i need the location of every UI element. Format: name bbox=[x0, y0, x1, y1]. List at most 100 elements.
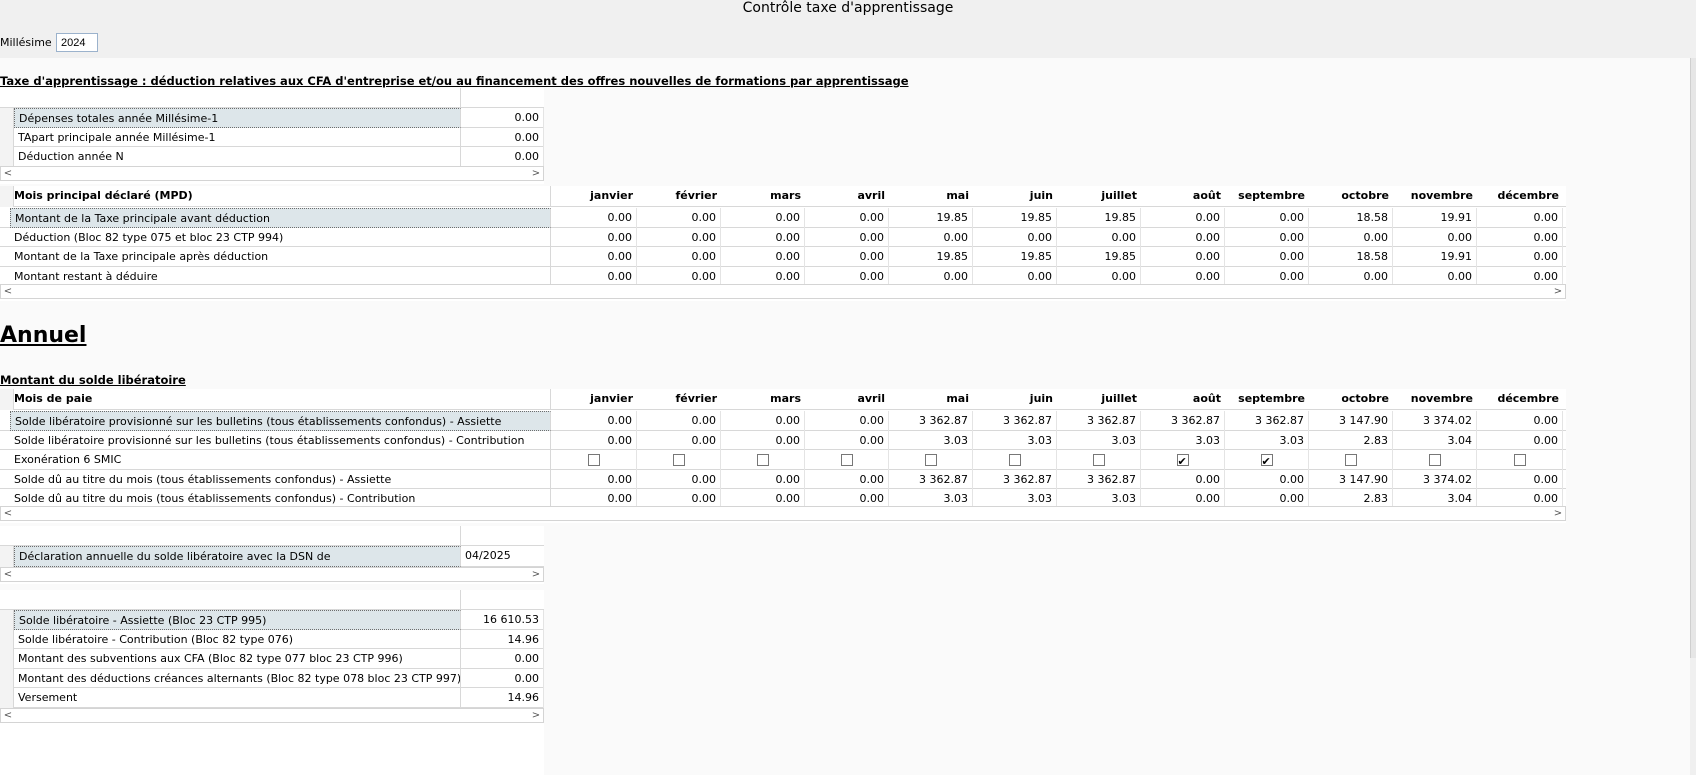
mpd-table-value-cell[interactable]: 0.00 bbox=[551, 266, 637, 286]
solde-table-value-cell[interactable]: 0.00 bbox=[637, 411, 721, 431]
solde-table-value-cell[interactable]: 0.00 bbox=[805, 489, 889, 509]
exoneration-checkbox-cell[interactable] bbox=[551, 450, 637, 470]
solde-table-row[interactable]: Exonération 6 SMIC bbox=[0, 450, 1566, 470]
mpd-table-value-cell[interactable]: 19.85 bbox=[973, 247, 1057, 267]
mpd-table-value-cell[interactable]: 0.00 bbox=[889, 266, 973, 286]
mpd-table-value-cell[interactable]: 0.00 bbox=[637, 247, 721, 267]
millesime-input[interactable] bbox=[56, 33, 98, 52]
mpd-table-hscrollbar[interactable]: < > bbox=[0, 284, 1566, 299]
exoneration-checkbox-cell[interactable] bbox=[1477, 450, 1563, 470]
summary-row[interactable]: Montant des déductions créances alternan… bbox=[0, 668, 544, 690]
mpd-table-value-cell[interactable]: 0.00 bbox=[1393, 227, 1477, 247]
solde-table-value-cell[interactable]: 3 362.87 bbox=[1141, 411, 1225, 431]
mpd-table-value-cell[interactable]: 0.00 bbox=[1225, 266, 1309, 286]
mpd-table-value-cell[interactable]: 0.00 bbox=[889, 227, 973, 247]
mpd-table-value-cell[interactable]: 0.00 bbox=[637, 227, 721, 247]
solde-table-value-cell[interactable]: 3 374.02 bbox=[1393, 469, 1477, 489]
solde-table-value-cell[interactable]: 3.03 bbox=[1141, 430, 1225, 450]
mpd-table-row[interactable]: Montant restant à déduire 0.00 0.00 0.00 0.0… bbox=[0, 266, 1566, 286]
solde-table-value-cell[interactable]: 3.04 bbox=[1393, 489, 1477, 509]
solde-table-value-cell[interactable]: 3.03 bbox=[889, 430, 973, 450]
solde-table-value-cell[interactable]: 3 362.87 bbox=[973, 411, 1057, 431]
chevron-right-icon[interactable]: > bbox=[531, 168, 541, 179]
mpd-table-value-cell[interactable]: 18.58 bbox=[1309, 247, 1393, 267]
chevron-left-icon[interactable]: < bbox=[3, 710, 13, 721]
declaration-row[interactable]: Déclaration annuelle du solde libératoir… bbox=[0, 546, 544, 567]
mpd-table-value-cell[interactable]: 0.00 bbox=[637, 266, 721, 286]
summary-grid-2-hscrollbar[interactable]: < > bbox=[0, 708, 544, 723]
solde-table-value-cell[interactable]: 3.03 bbox=[889, 489, 973, 509]
mpd-table-value-cell[interactable]: 0.00 bbox=[551, 247, 637, 267]
solde-table-value-cell[interactable]: 0.00 bbox=[637, 430, 721, 450]
solde-table-value-cell[interactable]: 3 362.87 bbox=[1225, 411, 1309, 431]
mpd-table-value-cell[interactable]: 0.00 bbox=[551, 208, 637, 228]
exoneration-checkbox[interactable] bbox=[1092, 454, 1105, 466]
mpd-table-row[interactable]: Montant de la Taxe principale après dédu… bbox=[0, 247, 1566, 267]
solde-table-value-cell[interactable]: 0.00 bbox=[551, 430, 637, 450]
mpd-table-value-cell[interactable]: 0.00 bbox=[1225, 208, 1309, 228]
exoneration-checkbox[interactable] bbox=[672, 454, 685, 466]
solde-table-value-cell[interactable]: 0.00 bbox=[1141, 469, 1225, 489]
solde-table-value-cell[interactable]: 3.03 bbox=[1225, 430, 1309, 450]
mpd-table-value-cell[interactable]: 0.00 bbox=[805, 208, 889, 228]
mpd-table-value-cell[interactable]: 0.00 bbox=[1057, 266, 1141, 286]
mpd-table-value-cell[interactable]: 0.00 bbox=[973, 227, 1057, 247]
mpd-table-value-cell[interactable]: 19.91 bbox=[1393, 247, 1477, 267]
mpd-table-row[interactable]: Montant de la Taxe principale avant dédu… bbox=[0, 208, 1566, 228]
vertical-scrollbar[interactable] bbox=[1690, 58, 1696, 658]
exoneration-checkbox-cell[interactable] bbox=[1225, 450, 1309, 470]
mpd-table-value-cell[interactable]: 0.00 bbox=[1225, 227, 1309, 247]
mpd-table-value-cell[interactable]: 0.00 bbox=[805, 247, 889, 267]
summary-row[interactable]: Dépenses totales année Millésime-1 0.00 bbox=[0, 108, 544, 129]
mpd-table-value-cell[interactable]: 0.00 bbox=[1141, 266, 1225, 286]
exoneration-checkbox[interactable] bbox=[756, 454, 769, 466]
solde-table-row[interactable]: Solde dû au titre du mois (tous établiss… bbox=[0, 469, 1566, 489]
mpd-table-row[interactable]: Déduction (Bloc 82 type 075 et bloc 23 C… bbox=[0, 227, 1566, 247]
solde-table-value-cell[interactable]: 3.03 bbox=[973, 489, 1057, 509]
exoneration-checkbox[interactable] bbox=[1428, 454, 1441, 466]
chevron-left-icon[interactable]: < bbox=[3, 508, 13, 519]
chevron-left-icon[interactable]: < bbox=[3, 168, 13, 179]
exoneration-checkbox-cell[interactable] bbox=[1393, 450, 1477, 470]
solde-table-value-cell[interactable]: 0.00 bbox=[721, 430, 805, 450]
solde-table-value-cell[interactable]: 3.03 bbox=[1057, 489, 1141, 509]
exoneration-checkbox-cell[interactable] bbox=[1309, 450, 1393, 470]
solde-table-value-cell[interactable]: 3 362.87 bbox=[889, 411, 973, 431]
mpd-table-value-cell[interactable]: 0.00 bbox=[1141, 247, 1225, 267]
solde-table-value-cell[interactable]: 3 362.87 bbox=[973, 469, 1057, 489]
mpd-table-value-cell[interactable]: 0.00 bbox=[721, 266, 805, 286]
chevron-right-icon[interactable]: > bbox=[531, 710, 541, 721]
solde-table-value-cell[interactable]: 0.00 bbox=[551, 469, 637, 489]
mpd-table-value-cell[interactable]: 0.00 bbox=[721, 227, 805, 247]
solde-table-value-cell[interactable]: 3 362.87 bbox=[1057, 411, 1141, 431]
solde-table-value-cell[interactable]: 0.00 bbox=[805, 430, 889, 450]
exoneration-checkbox[interactable] bbox=[1260, 452, 1273, 470]
mpd-table-value-cell[interactable]: 0.00 bbox=[805, 227, 889, 247]
mpd-table-value-cell[interactable]: 0.00 bbox=[1477, 227, 1563, 247]
solde-table-value-cell[interactable]: 2.83 bbox=[1309, 430, 1393, 450]
mpd-table-value-cell[interactable]: 18.58 bbox=[1309, 208, 1393, 228]
summary-row[interactable]: Versement 14.96 bbox=[0, 688, 544, 709]
solde-table-value-cell[interactable]: 3 147.90 bbox=[1309, 469, 1393, 489]
declaration-grid-hscrollbar[interactable]: < > bbox=[0, 567, 544, 582]
exoneration-checkbox-cell[interactable] bbox=[721, 450, 805, 470]
solde-table-value-cell[interactable]: 3.03 bbox=[1057, 430, 1141, 450]
solde-table-value-cell[interactable]: 0.00 bbox=[1225, 489, 1309, 509]
chevron-right-icon[interactable]: > bbox=[1553, 508, 1563, 519]
exoneration-checkbox[interactable] bbox=[1344, 454, 1357, 466]
mpd-table-value-cell[interactable]: 0.00 bbox=[1141, 208, 1225, 228]
exoneration-checkbox-cell[interactable] bbox=[973, 450, 1057, 470]
solde-table-value-cell[interactable]: 0.00 bbox=[1141, 489, 1225, 509]
mpd-table-value-cell[interactable]: 0.00 bbox=[1057, 227, 1141, 247]
chevron-right-icon[interactable]: > bbox=[531, 569, 541, 580]
solde-table-value-cell[interactable]: 3 362.87 bbox=[1057, 469, 1141, 489]
mpd-table-value-cell[interactable]: 0.00 bbox=[973, 266, 1057, 286]
summary-row[interactable]: Déduction année N 0.00 bbox=[0, 147, 544, 168]
solde-table-value-cell[interactable]: 0.00 bbox=[551, 411, 637, 431]
solde-table-value-cell[interactable]: 0.00 bbox=[1477, 489, 1563, 509]
mpd-table-value-cell[interactable]: 0.00 bbox=[721, 247, 805, 267]
chevron-right-icon[interactable]: > bbox=[1553, 286, 1563, 297]
summary-row[interactable]: Solde libératoire - Assiette (Bloc 23 CT… bbox=[0, 610, 544, 631]
exoneration-checkbox[interactable] bbox=[587, 454, 600, 466]
exoneration-checkbox-cell[interactable] bbox=[637, 450, 721, 470]
